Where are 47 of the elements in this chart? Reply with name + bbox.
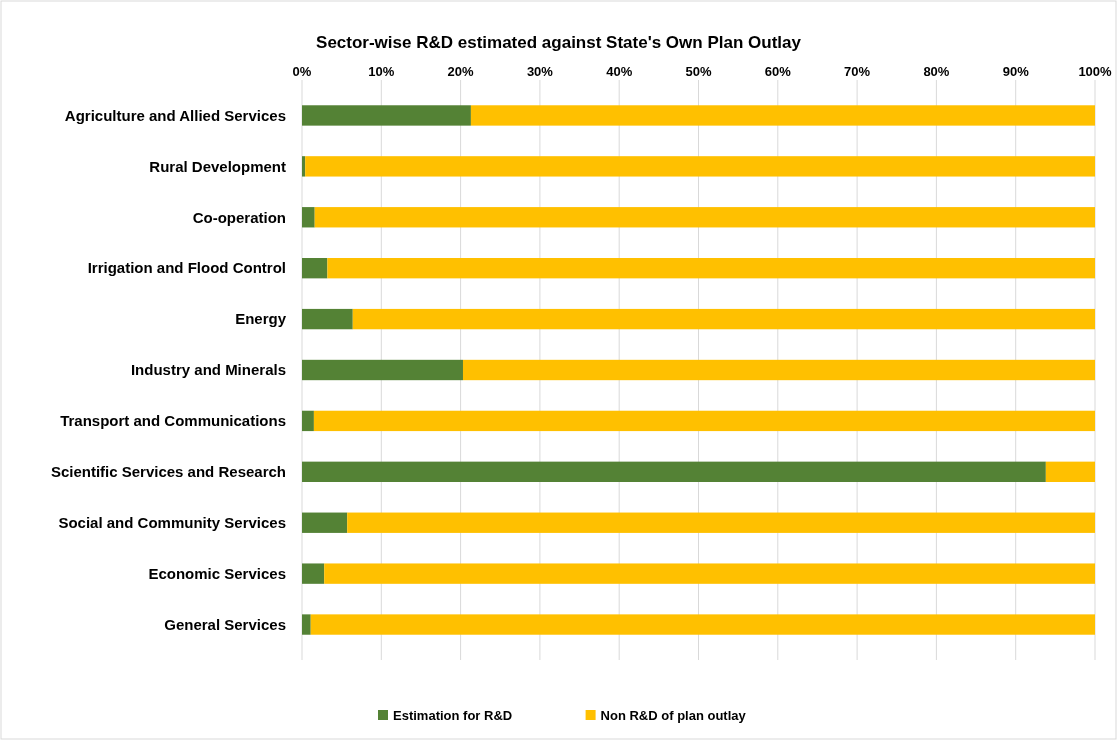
bar bbox=[314, 207, 1095, 228]
y-tick-label: Co-operation bbox=[192, 208, 286, 226]
x-tick-label: 80% bbox=[923, 64, 950, 79]
y-tick-label: Transport and Communications bbox=[60, 412, 286, 430]
legend-label: Estimation for R&D bbox=[393, 708, 513, 723]
bar bbox=[302, 308, 353, 330]
x-tick-label: 60% bbox=[764, 64, 792, 79]
bar bbox=[470, 105, 1095, 126]
y-tick-label: Scientific Services and Research bbox=[50, 463, 286, 481]
bar bbox=[302, 105, 471, 126]
x-tick-label: 20% bbox=[447, 64, 475, 79]
x-tick-label: 0% bbox=[292, 64, 312, 79]
y-tick-label: Social and Community Services bbox=[58, 513, 286, 531]
y-tick-label: Industry and Minerals bbox=[130, 361, 286, 379]
bar bbox=[310, 614, 1095, 635]
bar bbox=[302, 461, 1046, 482]
x-tick-label: 40% bbox=[606, 64, 633, 79]
bar bbox=[302, 563, 325, 584]
x-tick-label: 50% bbox=[685, 64, 712, 79]
bar bbox=[313, 410, 1095, 432]
bar bbox=[347, 512, 1095, 533]
bar bbox=[302, 512, 348, 533]
y-tick-label: Energy bbox=[235, 310, 287, 328]
bar bbox=[302, 359, 463, 381]
y-tick-label: Agriculture and Allied Services bbox=[64, 106, 286, 124]
bar bbox=[302, 614, 311, 635]
x-tick-label: 10% bbox=[368, 64, 395, 79]
bar bbox=[305, 156, 1095, 177]
bar bbox=[302, 258, 328, 279]
x-tick-label: 70% bbox=[844, 64, 871, 79]
x-tick-label: 90% bbox=[1002, 64, 1030, 79]
bar bbox=[324, 563, 1095, 584]
bar bbox=[327, 258, 1095, 279]
bar bbox=[302, 410, 314, 432]
bar bbox=[352, 308, 1095, 330]
bar bbox=[302, 207, 315, 228]
legend-label: Non R&D of plan outlay bbox=[600, 708, 747, 723]
bar bbox=[462, 359, 1095, 381]
y-tick-label: Rural Development bbox=[149, 157, 286, 175]
y-tick-label: Irrigation and Flood Control bbox=[87, 259, 286, 277]
y-tick-label: General Services bbox=[164, 615, 286, 633]
bar bbox=[302, 156, 306, 177]
x-tick-label: 30% bbox=[526, 64, 554, 79]
chart-title: Sector-wise R&D estimated against State's Own Plan Outlay bbox=[316, 33, 802, 52]
y-tick-label: Economic Services bbox=[148, 564, 286, 582]
bar bbox=[1045, 461, 1095, 482]
x-tick-label: 100% bbox=[1078, 64, 1113, 79]
